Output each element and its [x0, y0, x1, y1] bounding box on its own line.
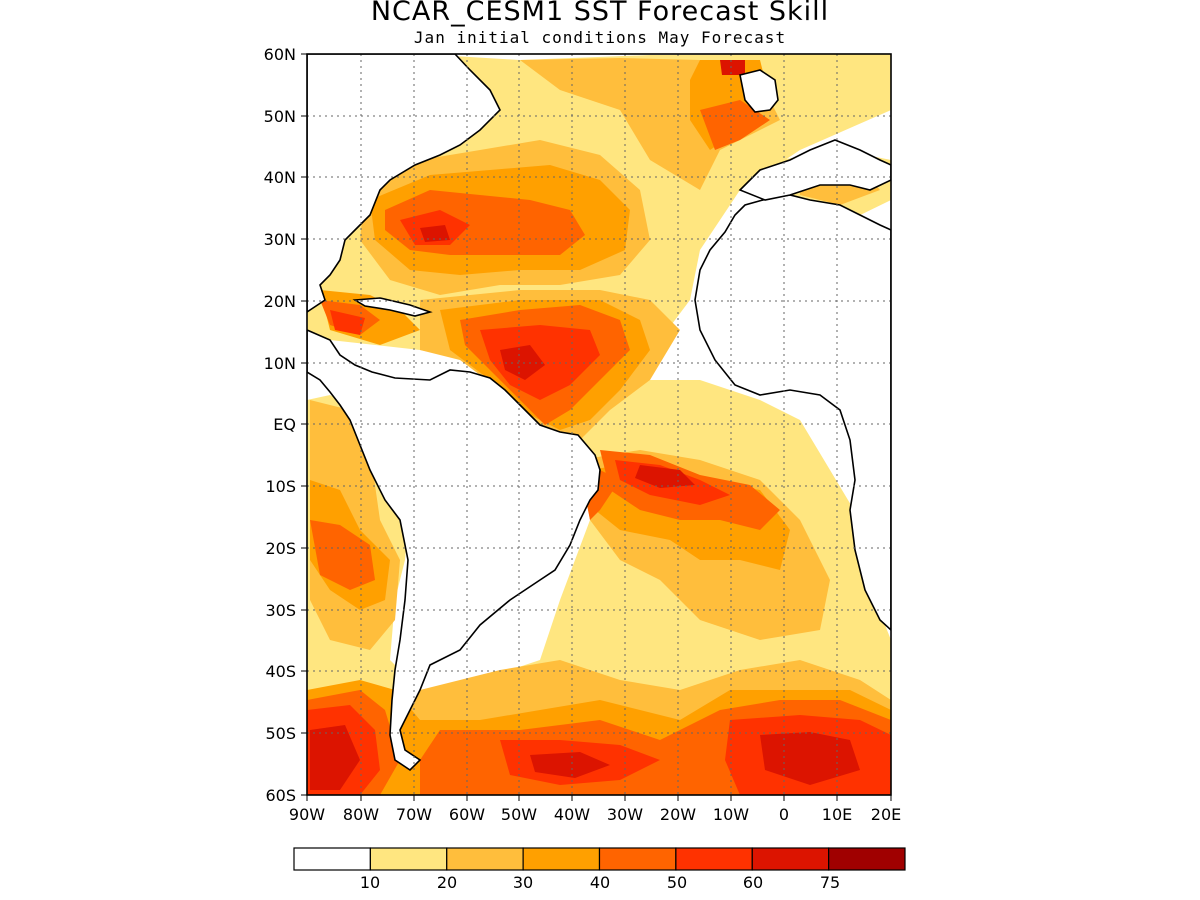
lat-label: 10N	[264, 354, 296, 373]
lat-label: 60N	[264, 45, 296, 64]
colorbar-label: 10	[360, 873, 380, 892]
iberia-land	[738, 139, 891, 201]
lon-label: 60W	[449, 805, 485, 824]
coastlines	[307, 54, 891, 772]
lat-label: 20N	[264, 292, 296, 311]
lon-tick-marks	[306, 795, 892, 801]
cuba-land	[352, 297, 433, 317]
british-isles-land	[739, 69, 779, 113]
colorbar-swatch	[369, 847, 448, 871]
lat-label: 10S	[265, 477, 296, 496]
lat-label: 20S	[265, 539, 296, 558]
map-subtitle: Jan initial conditions May Forecast	[413, 28, 787, 47]
lon-label: 80W	[343, 805, 379, 824]
colorbar-label: 75	[820, 873, 840, 892]
colorbar-labels: 10 20 30 40 50 60 75	[360, 873, 840, 892]
lon-label: 70W	[396, 805, 432, 824]
lat-label: 40N	[264, 168, 296, 187]
lat-label: 40S	[265, 662, 296, 681]
central-america-land	[307, 329, 601, 772]
lon-label: 10E	[822, 805, 852, 824]
lon-label: 40W	[554, 805, 590, 824]
colorbar-label: 40	[590, 873, 610, 892]
lon-tick-labels: 90W 80W 70W 60W 50W 40W 30W 20W 10W 0 10…	[289, 805, 901, 824]
colorbar-label: 20	[437, 873, 457, 892]
lon-label: 20W	[660, 805, 696, 824]
lon-label: 20E	[871, 805, 901, 824]
colorbar-label: 60	[743, 873, 763, 892]
lat-label: 30S	[265, 601, 296, 620]
lat-tick-labels: 60N 50N 40N 30N 20N 10N EQ 10S 20S 30S 4…	[264, 45, 296, 805]
map-gridlines	[307, 54, 891, 795]
lat-label: 50S	[265, 724, 296, 743]
skill-band-60-75	[310, 60, 860, 790]
lon-label: 0	[779, 805, 789, 824]
lat-label: 30N	[264, 230, 296, 249]
lon-label: 90W	[289, 805, 325, 824]
colorbar-swatch	[446, 847, 524, 871]
north-america-land	[307, 54, 501, 313]
colorbar-swatch	[751, 847, 830, 871]
map-title: NCAR_CESM1 SST Forecast Skill	[370, 0, 830, 27]
lon-label: 30W	[607, 805, 643, 824]
lat-label: EQ	[273, 415, 296, 434]
colorbar-swatch	[522, 847, 601, 871]
lat-label: 60S	[265, 786, 296, 805]
africa-europe-land	[694, 194, 891, 632]
lat-label: 50N	[264, 107, 296, 126]
lat-tick-marks	[301, 53, 307, 796]
lon-label: 10W	[713, 805, 749, 824]
lon-label: 50W	[501, 805, 537, 824]
colorbar-label: 50	[667, 873, 687, 892]
colorbar-swatch	[828, 847, 906, 871]
colorbar-label: 30	[513, 873, 533, 892]
colorbar-swatch	[598, 847, 677, 871]
colorbar-swatch	[675, 847, 753, 871]
colorbar-swatch	[293, 847, 371, 871]
colorbar	[293, 847, 906, 871]
